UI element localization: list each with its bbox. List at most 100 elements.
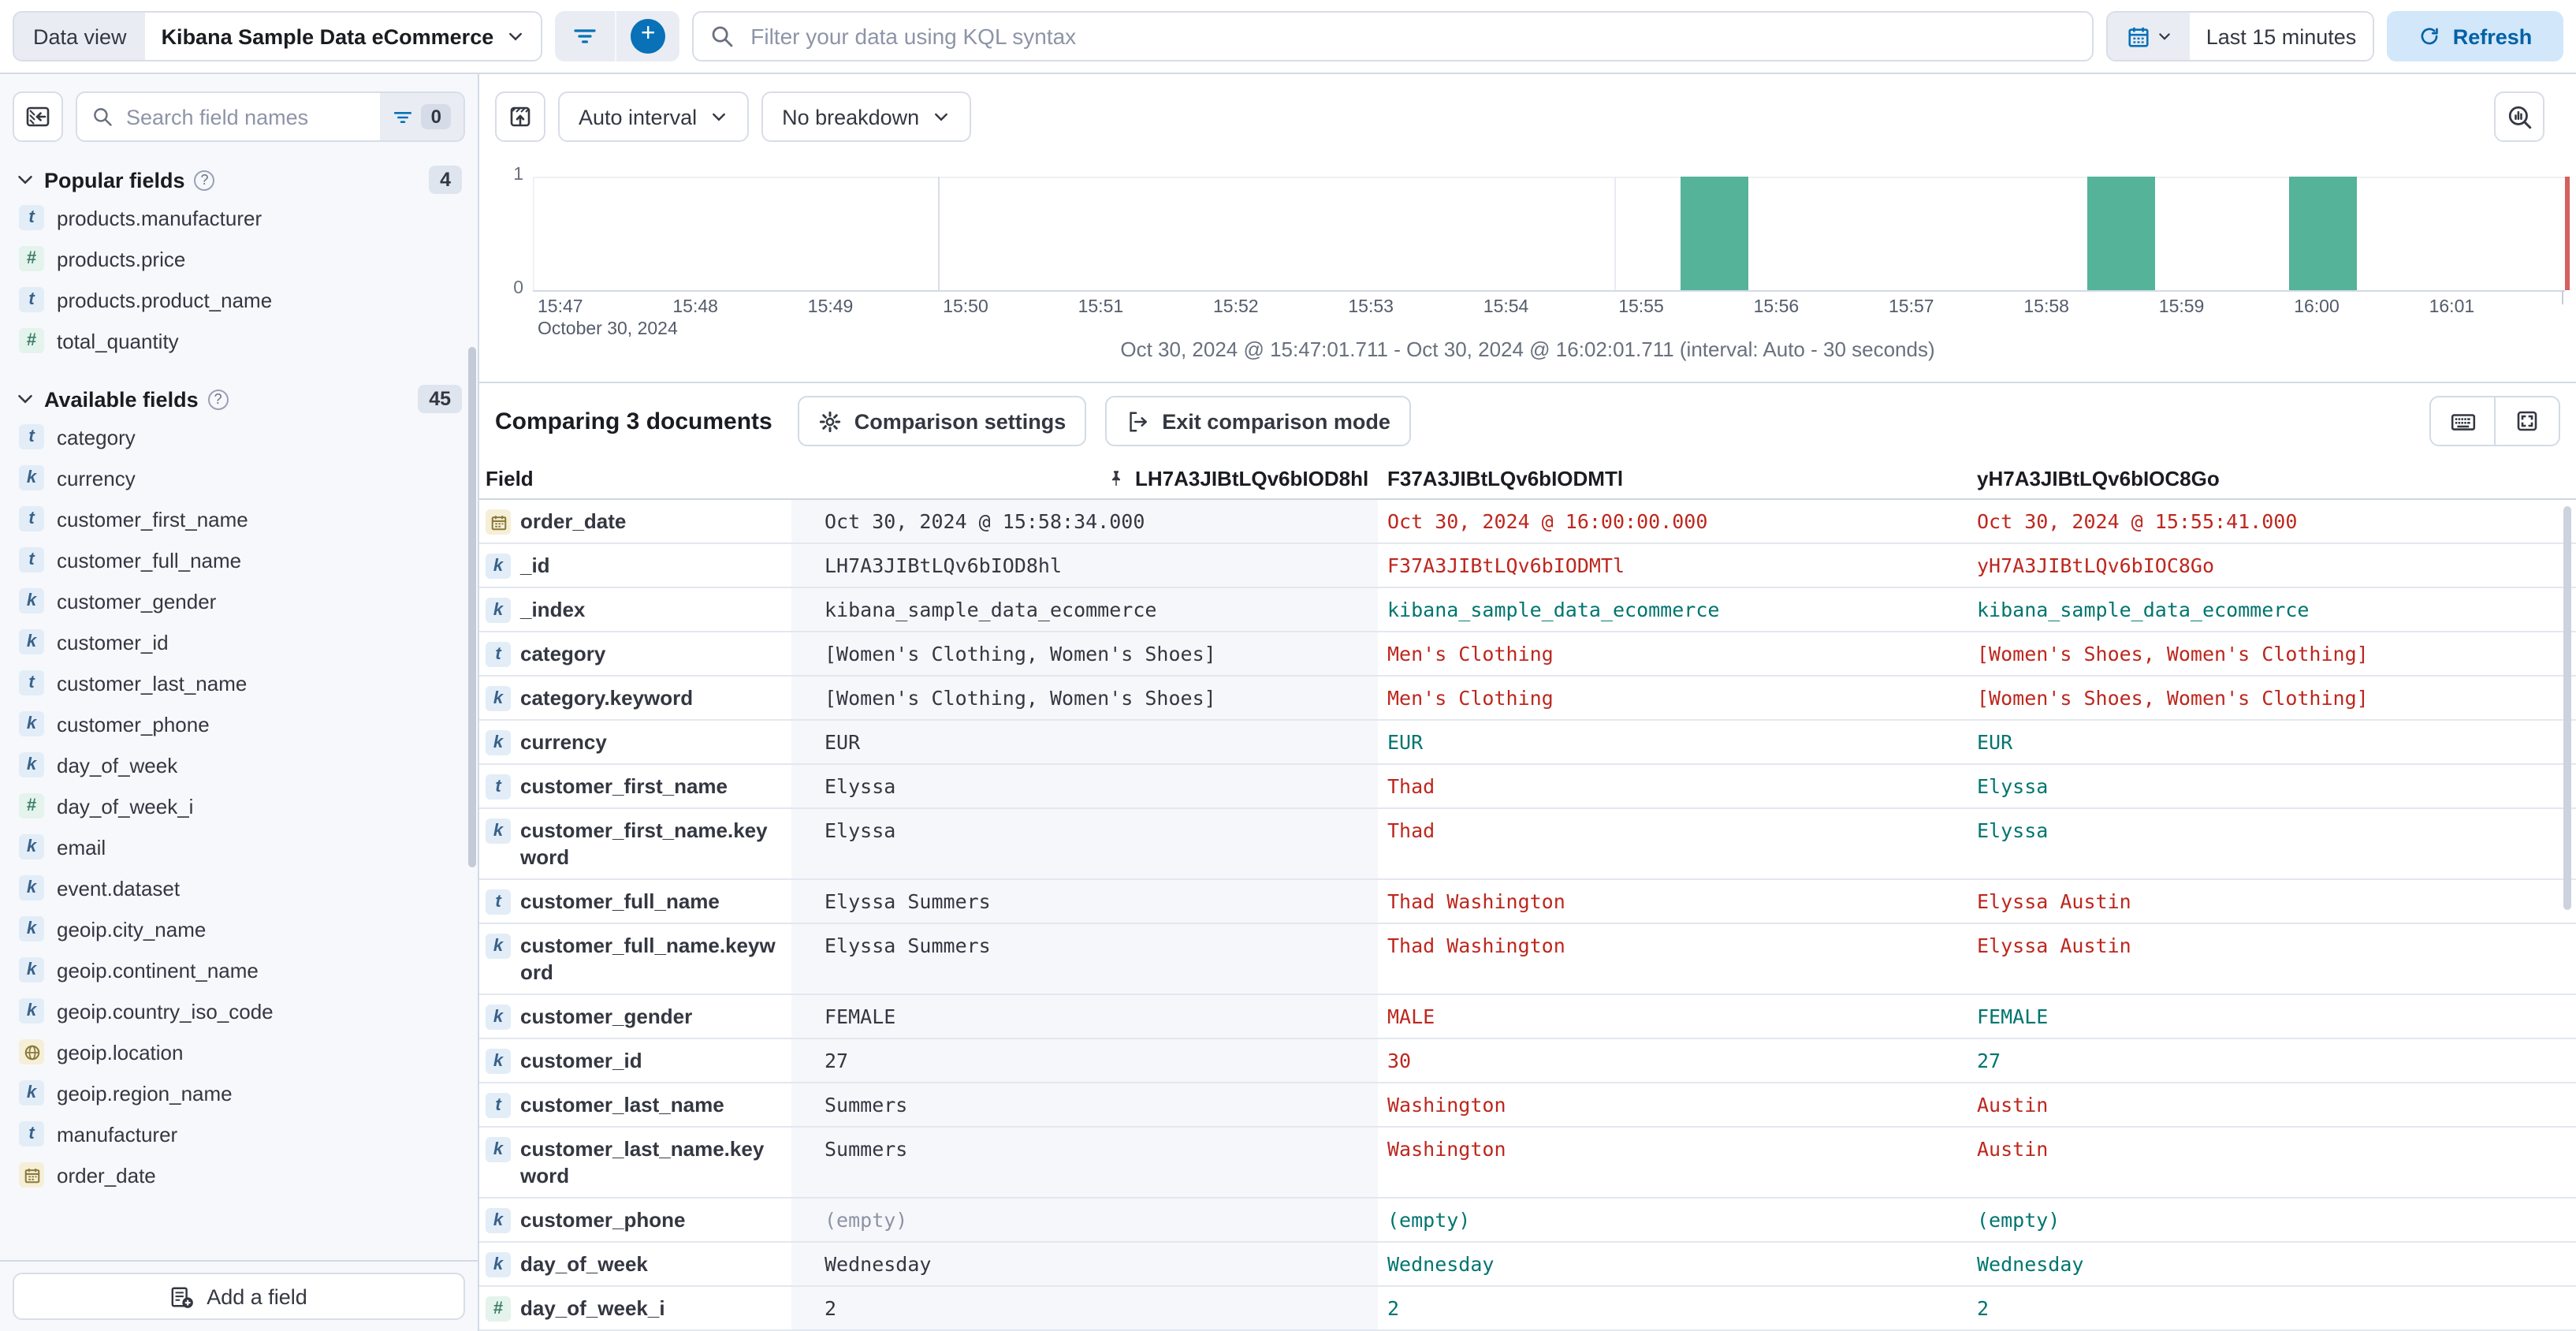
sidebar-field-item[interactable]: k customer_id [16,621,462,662]
sidebar-field-item[interactable]: t manufacturer [16,1113,462,1154]
sidebar-field-item[interactable]: # products.price [16,238,462,279]
field-name: day_of_week [57,753,178,777]
field-name: geoip.location [57,1040,184,1064]
sidebar-field-item[interactable]: t customer_full_name [16,539,462,580]
sidebar-field-item[interactable]: k geoip.region_name [16,1072,462,1113]
geo-point-field-icon [19,1039,44,1064]
add-field-button[interactable]: Add a field [13,1273,465,1320]
histogram-chart[interactable]: 1 0 15:47 October 30, 2024 15:48 15:49 15:50 15… [479,142,2576,339]
text-field-icon: t [19,287,44,312]
sidebar-field-item[interactable]: t category [16,416,462,457]
field-cell[interactable]: k _index [479,588,791,631]
baseline-value-cell: EUR [791,721,1378,763]
sidebar-scrollbar[interactable] [468,347,476,867]
field-filter-button[interactable]: 0 [380,93,463,140]
field-search-input[interactable] [123,103,381,130]
comparison-value-cell: [Women's Shoes, Women's Clothing] [1977,686,2369,710]
histogram-bar[interactable] [1681,177,1749,290]
sidebar-field-item[interactable]: k geoip.city_name [16,908,462,949]
field-cell[interactable]: k currency [479,721,791,763]
add-filter-menu-button[interactable] [555,11,615,62]
sidebar-field-item[interactable]: # day_of_week_i [16,785,462,826]
kql-query-input[interactable] [747,22,2076,50]
hide-chart-button[interactable] [495,91,545,142]
text-field-icon: t [19,424,44,449]
chevron-down-icon [2158,33,2169,40]
comparison-value-cell: Wednesday [1977,1252,2084,1276]
sidebar-field-item[interactable]: k event.dataset [16,867,462,908]
field-cell[interactable]: k customer_last_name.keyword [479,1128,791,1197]
y-axis-label: 0 [513,279,523,298]
baseline-value-cell: (empty) [791,1199,1378,1241]
field-cell[interactable]: k customer_id [479,1039,791,1082]
field-cell[interactable]: order_date [479,500,791,542]
field-cell[interactable]: # day_of_week_i [479,1287,791,1329]
search-icon [77,106,123,128]
edit-visualization-button[interactable] [2494,91,2544,142]
comparison-value-cell: Washington [1387,1093,1506,1117]
data-view-picker[interactable]: Data view Kibana Sample Data eCommerce [13,11,543,62]
sidebar-field-item[interactable]: t products.manufacturer [16,197,462,238]
sidebar-field-item[interactable]: k day_of_week [16,744,462,785]
baseline-doc-header[interactable]: LH7A3JIBtLQv6bIOD8hl [791,467,1378,490]
field-name: day_of_week [520,1252,648,1276]
table-scrollbar[interactable] [2563,506,2571,910]
sidebar-field-item[interactable]: t products.product_name [16,279,462,320]
field-cell[interactable]: k category.keyword [479,677,791,719]
refresh-button[interactable]: Refresh [2387,11,2563,62]
field-cell[interactable]: t customer_full_name [479,880,791,923]
comparison-doc-header[interactable]: yH7A3JIBtLQv6bIOC8Go [1967,467,2576,490]
sidebar-field-item[interactable]: k geoip.continent_name [16,949,462,990]
baseline-value-cell: [Women's Clothing, Women's Shoes] [791,632,1378,675]
sidebar-field-item[interactable]: order_date [16,1154,462,1195]
field-cell[interactable]: k day_of_week [479,1243,791,1285]
baseline-value-cell: Elyssa [791,765,1378,807]
field-name: manufacturer [57,1122,178,1146]
sidebar-field-item[interactable]: k customer_phone [16,703,462,744]
sidebar-field-item[interactable]: # total_quantity [16,320,462,361]
field-cell[interactable]: k customer_first_name.keyword [479,809,791,878]
field-cell[interactable]: k customer_phone [479,1199,791,1241]
add-filter-button[interactable]: + [616,11,679,62]
popular-fields-header[interactable]: Popular fields ? 4 [16,162,462,197]
exit-comparison-button[interactable]: Exit comparison mode [1105,396,1411,446]
x-axis-tick-label: 15:49 [807,298,854,317]
field-search-control: 0 [76,91,465,142]
gear-icon [819,410,840,432]
text-field-icon: t [486,1093,511,1118]
field-cell[interactable]: t customer_first_name [479,765,791,807]
histogram-bar[interactable] [2289,177,2358,290]
field-cell[interactable]: k customer_full_name.keyword [479,924,791,994]
histogram-bar[interactable] [2086,177,2155,290]
field-cell[interactable]: k _id [479,544,791,587]
sidebar-field-item[interactable]: geoip.location [16,1031,462,1072]
sidebar-field-item[interactable]: k email [16,826,462,867]
time-range-value[interactable]: Last 15 minutes [2190,13,2373,60]
refresh-label: Refresh [2452,24,2533,48]
hide-chart-icon [510,106,530,127]
data-view-value[interactable]: Kibana Sample Data eCommerce [145,13,542,60]
field-column-header: Field [486,467,534,490]
comparison-settings-button[interactable]: Comparison settings [797,396,1087,446]
sidebar-field-item[interactable]: k currency [16,457,462,498]
sidebar-field-item[interactable]: t customer_first_name [16,498,462,539]
field-cell[interactable]: t category [479,632,791,675]
kql-search-bar[interactable] [692,11,2094,62]
sidebar-field-item[interactable]: t customer_last_name [16,662,462,703]
fullscreen-button[interactable] [2496,397,2559,445]
keyword-field-icon: k [486,598,511,623]
sidebar-field-item[interactable]: k geoip.country_iso_code [16,990,462,1031]
keyword-field-icon: k [486,730,511,755]
keyboard-shortcuts-button[interactable] [2431,397,2494,445]
date-quick-select-button[interactable] [2108,13,2190,60]
interval-select[interactable]: Auto interval [558,91,750,142]
sidebar-field-item[interactable]: k customer_gender [16,580,462,621]
keyword-field-icon: k [19,916,44,941]
breakdown-select[interactable]: No breakdown [761,91,972,142]
field-cell[interactable]: k customer_gender [479,995,791,1038]
available-fields-header[interactable]: Available fields ? 45 [16,382,462,416]
comparison-doc-header[interactable]: F37A3JIBtLQv6bIODMTl [1378,467,1967,490]
comparison-value-cell: (empty) [1387,1208,1471,1232]
collapse-sidebar-button[interactable] [13,91,63,142]
field-cell[interactable]: t customer_last_name [479,1083,791,1126]
